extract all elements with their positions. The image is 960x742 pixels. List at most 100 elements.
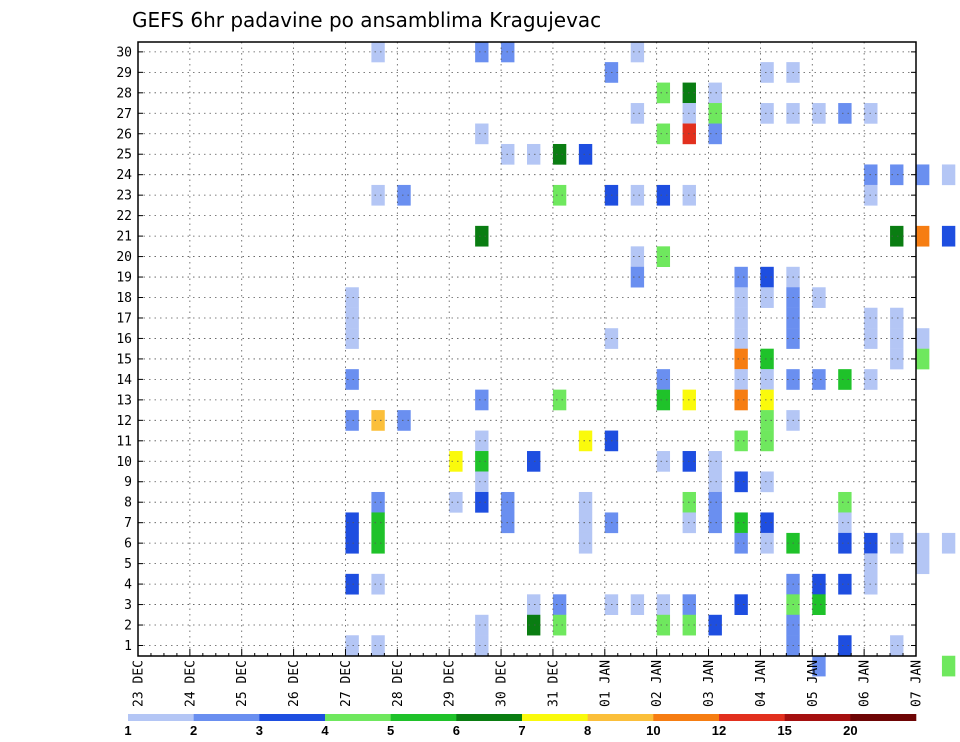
heatmap-cell: [345, 369, 359, 390]
heatmap-cell: [734, 594, 748, 615]
heatmap-cell: [475, 635, 489, 656]
heatmap-cell: [630, 103, 645, 124]
heatmap-cell: [656, 184, 671, 206]
heatmap-cell: [838, 369, 852, 390]
heatmap-cell: [656, 614, 671, 636]
heatmap-cell: [552, 594, 567, 615]
legend-label: 7: [518, 723, 525, 738]
heatmap-cell: [838, 532, 852, 554]
heatmap-cell: [734, 512, 748, 534]
heatmap-cell: [552, 614, 567, 636]
heatmap-cell: [941, 532, 956, 554]
heatmap-cell: [527, 614, 541, 636]
legend-swatch: [784, 714, 851, 721]
heatmap-cell: [734, 389, 748, 411]
heatmap-cell: [708, 512, 722, 534]
heatmap-cell: [475, 430, 489, 452]
heatmap-cell: [578, 430, 593, 452]
heatmap-cell: [527, 451, 541, 472]
heatmap-cell: [916, 225, 930, 247]
y-tick-label: 9: [124, 475, 132, 490]
heatmap-cell: [527, 143, 541, 165]
heatmap-cell: [812, 103, 826, 124]
x-tick-label: 03 JAN: [702, 660, 717, 707]
y-tick-label: 23: [116, 189, 132, 204]
heatmap-cells: [345, 41, 956, 677]
heatmap-cell: [890, 532, 904, 554]
x-tick-label: 29 DEC: [443, 660, 458, 707]
heatmap-cell: [916, 348, 930, 370]
heatmap-cell: [708, 491, 722, 513]
y-tick-label: 17: [116, 311, 132, 326]
x-tick-label: 07 JAN: [910, 660, 925, 707]
legend-label: 4: [321, 723, 329, 738]
legend-swatch: [259, 714, 326, 721]
heatmap-cell: [838, 512, 852, 534]
heatmap-cell: [708, 471, 722, 493]
y-tick-label: 19: [116, 271, 132, 286]
heatmap-cell: [578, 143, 593, 165]
heatmap-cell: [475, 451, 489, 472]
heatmap-cell: [941, 164, 956, 186]
y-tick-label: 22: [116, 209, 132, 224]
heatmap-cell: [475, 225, 489, 247]
heatmap-cell: [371, 512, 385, 534]
heatmap-cell: [371, 410, 385, 431]
heatmap-cell: [760, 532, 774, 554]
heatmap-cell: [552, 143, 567, 165]
heatmap-cell: [475, 491, 489, 513]
y-tick-label: 3: [124, 598, 132, 613]
heatmap-cell: [578, 532, 593, 554]
heatmap-cell: [630, 594, 645, 615]
heatmap-cell: [475, 123, 489, 145]
x-tick-label: 06 JAN: [858, 660, 873, 707]
heatmap-cell: [656, 451, 671, 472]
y-tick-label: 15: [116, 352, 132, 367]
legend-label: 6: [453, 723, 460, 738]
heatmap-cell: [708, 123, 722, 145]
heatmap-cell: [890, 635, 904, 656]
heatmap-cell: [916, 532, 930, 554]
x-tick-label: 27 DEC: [339, 660, 354, 707]
heatmap-cell: [760, 369, 774, 390]
y-tick-label: 11: [116, 434, 132, 449]
heatmap-cell: [345, 512, 359, 534]
heatmap-cell: [734, 287, 748, 308]
heatmap-cell: [760, 430, 774, 452]
heatmap-cell: [812, 573, 826, 595]
heatmap-cell: [449, 491, 463, 513]
heatmap-cell: [708, 451, 722, 472]
heatmap-cell: [656, 369, 671, 390]
legend-label: 2: [190, 723, 197, 738]
heatmap-cell: [734, 430, 748, 452]
y-tick-label: 20: [116, 250, 132, 265]
y-tick-label: 4: [124, 578, 132, 593]
heatmap-cell: [890, 307, 904, 329]
heatmap-cell: [552, 184, 567, 206]
heatmap-cell: [371, 491, 385, 513]
chart-title: GEFS 6hr padavine po ansamblima Kragujev…: [132, 8, 601, 32]
heatmap-cell: [760, 287, 774, 308]
heatmap-cell: [812, 594, 826, 615]
legend-label: 10: [646, 723, 660, 738]
heatmap-cell: [475, 41, 489, 63]
heatmap-cell: [916, 553, 930, 575]
heatmap-cell: [890, 164, 904, 186]
heatmap-cell: [475, 614, 489, 636]
heatmap-cell: [734, 532, 748, 554]
heatmap-cell: [630, 184, 645, 206]
y-tick-label: 21: [116, 230, 132, 245]
legend-label: 8: [584, 723, 591, 738]
heatmap-cell: [371, 635, 385, 656]
heatmap-cell: [734, 328, 748, 349]
legend-label: 1: [124, 723, 131, 738]
heatmap-cell: [475, 471, 489, 493]
heatmap-cell: [475, 389, 489, 411]
heatmap-cell: [345, 287, 359, 308]
heatmap-cell: [734, 369, 748, 390]
legend-label: 20: [843, 723, 857, 738]
heatmap-cell: [838, 573, 852, 595]
y-tick-label: 25: [116, 148, 132, 163]
y-tick-label: 27: [116, 107, 132, 122]
heatmap-cell: [656, 82, 671, 104]
